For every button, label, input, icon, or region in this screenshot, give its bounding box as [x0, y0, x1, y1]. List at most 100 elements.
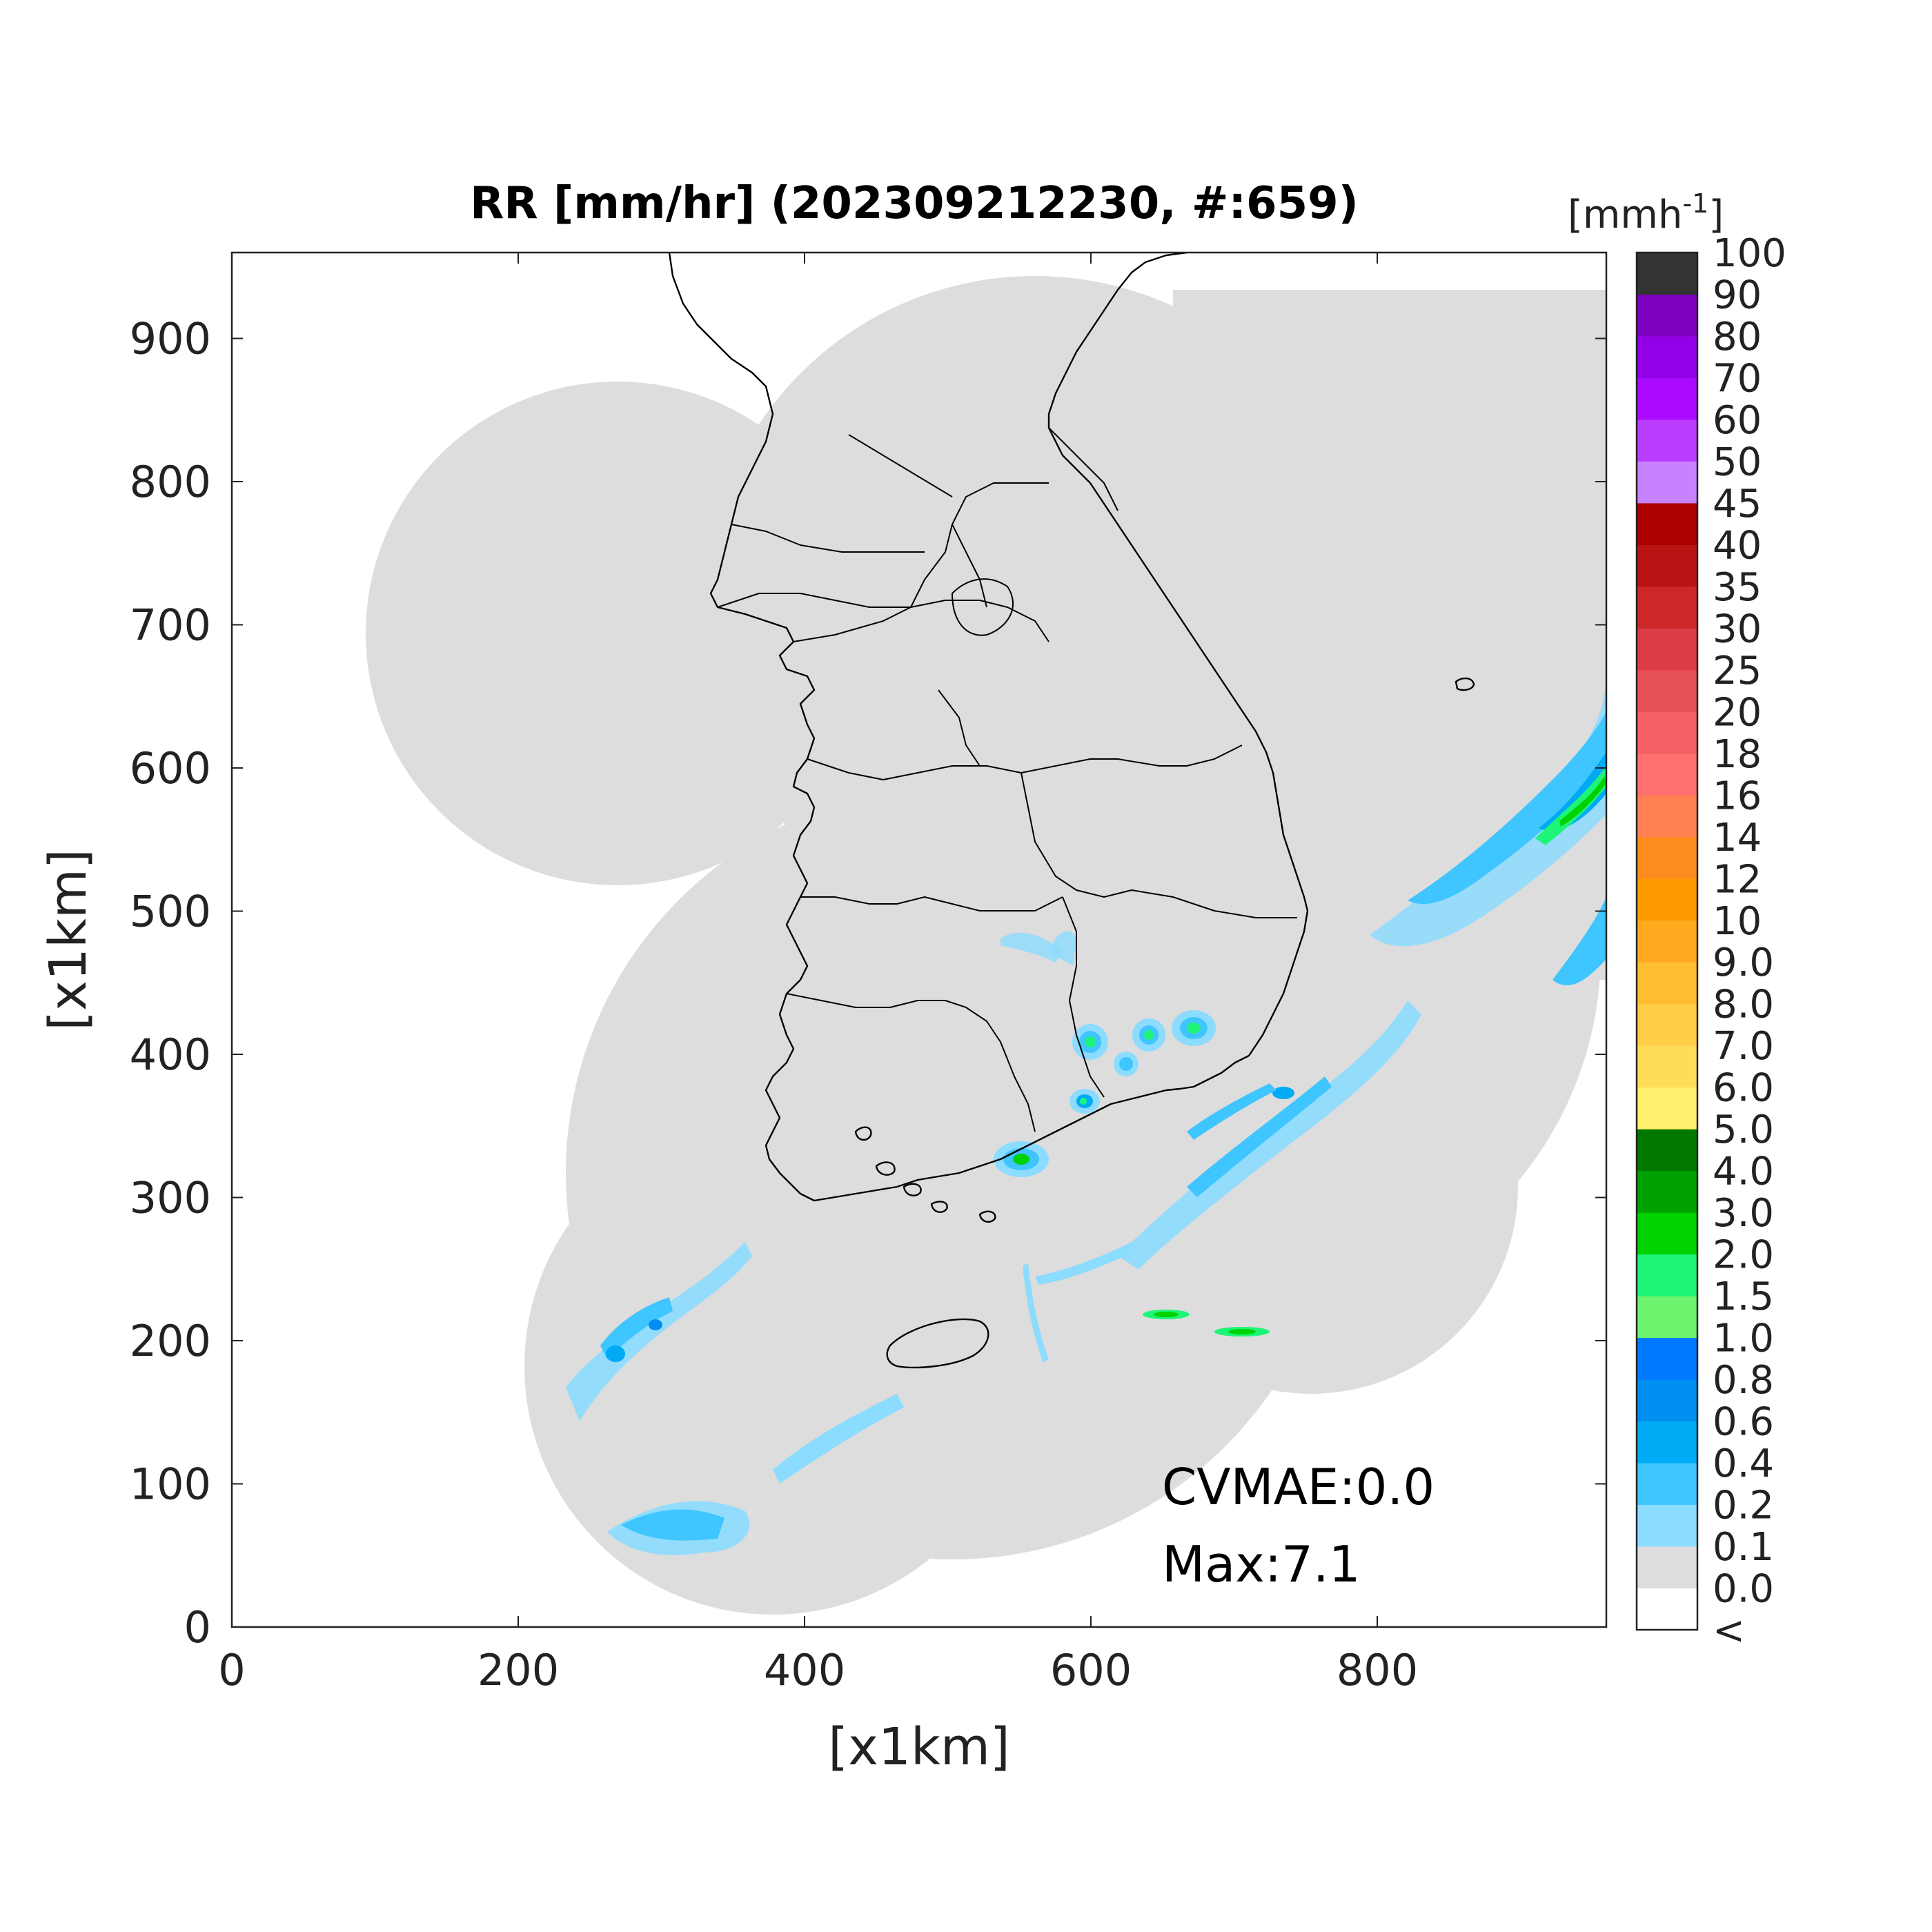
- colorbar-segment: [1637, 1379, 1697, 1422]
- colorbar-segment: [1637, 502, 1697, 545]
- colorbar-segment: [1637, 1003, 1697, 1046]
- colorbar-tick-label: 30: [1713, 607, 1762, 651]
- colorbar-tick-label: 1.0: [1713, 1317, 1774, 1361]
- precipitation-echoes: [566, 669, 1606, 1555]
- colorbar-tick-label: 0.2: [1713, 1483, 1774, 1528]
- y-tick-label: 100: [130, 1459, 211, 1510]
- colorbar-segment: [1637, 836, 1697, 879]
- y-tick-label: 900: [130, 314, 211, 364]
- colorbar-segment: [1637, 711, 1697, 754]
- figure-title: RR [mm/hr] (202309212230, #:659): [470, 178, 1359, 229]
- colorbar-tick-label: 3.0: [1713, 1191, 1774, 1236]
- colorbar-tick-label: 80: [1713, 315, 1762, 359]
- colorbar-segment: [1637, 1504, 1697, 1547]
- colorbar-segment: [1637, 1463, 1697, 1506]
- x-axis-label: [x1km]: [828, 1717, 1010, 1777]
- colorbar-segment: [1637, 253, 1697, 295]
- colorbar-segment: [1637, 1212, 1697, 1255]
- colorbar-tick-label: 0.0: [1713, 1567, 1774, 1612]
- colorbar-tick-label: 2.0: [1713, 1233, 1774, 1278]
- cvmae-annotation: CVMAE:0.0: [1162, 1458, 1435, 1516]
- radar-coverage: [366, 276, 1606, 1615]
- colorbar-tick-label: 40: [1713, 523, 1762, 568]
- colorbar-tick-label: 10: [1713, 899, 1762, 944]
- colorbar-segment: [1637, 586, 1697, 629]
- colorbar-tick-label: 70: [1713, 356, 1762, 401]
- colorbar-tick-label: 18: [1713, 732, 1762, 777]
- y-tick-label: 800: [130, 457, 211, 507]
- colorbar-unit-main: [mmh: [1568, 193, 1682, 237]
- southwest-islands: [854, 1126, 996, 1223]
- colorbar-segment: [1637, 1546, 1697, 1589]
- colorbar-segment: [1637, 461, 1697, 504]
- x-tick-label: 200: [477, 1645, 559, 1695]
- colorbar-tick-label: 7.0: [1713, 1024, 1774, 1069]
- colorbar-unit-close: ]: [1708, 193, 1724, 237]
- y-axis-label: [x1km]: [39, 849, 98, 1031]
- colorbar-segment: [1637, 753, 1697, 796]
- colorbar-tick-label: 12: [1713, 857, 1762, 902]
- colorbar-segment: [1637, 628, 1697, 671]
- colorbar-tick-label: 9.0: [1713, 940, 1774, 985]
- map-lines: [668, 253, 1475, 1369]
- province-borders: [717, 427, 1297, 1132]
- colorbar-tick-label: 4.0: [1713, 1150, 1774, 1194]
- colorbar-segment: [1637, 1337, 1697, 1380]
- axes-frame: [230, 251, 1608, 1628]
- colorbar-tick-label: 60: [1713, 398, 1762, 443]
- coastline-south: [786, 1054, 1250, 1202]
- colorbar-tick-label: 20: [1713, 690, 1762, 735]
- colorbar-segment-under: [1637, 1588, 1697, 1630]
- y-tick-label: 200: [130, 1316, 211, 1366]
- colorbar: 0.00.10.20.40.60.81.01.52.03.04.05.06.07…: [1635, 231, 1786, 1653]
- colorbar-tick-label: 1.5: [1713, 1274, 1774, 1319]
- colorbar-segment: [1637, 669, 1697, 712]
- x-tick-label: 600: [1050, 1645, 1132, 1695]
- colorbar-segment: [1637, 294, 1697, 337]
- y-tick-label: 700: [130, 600, 211, 651]
- colorbar-tick-label: 8.0: [1713, 983, 1774, 1027]
- colorbar-tick-label: 35: [1713, 565, 1762, 610]
- colorbar-tick-label: 100: [1713, 231, 1786, 276]
- x-axis-ticks: 0 200 400 600 800: [218, 253, 1418, 1695]
- echo-band-southwest: [566, 1242, 1132, 1555]
- y-tick-label: 500: [130, 887, 211, 937]
- colorbar-unit: [mmh-1]: [1568, 188, 1724, 237]
- colorbar-tick-label: 14: [1713, 816, 1762, 860]
- colorbar-tick-label: 5.0: [1713, 1107, 1774, 1152]
- jeju-island: [886, 1318, 989, 1369]
- colorbar-under-label: <: [1713, 1608, 1745, 1653]
- colorbar-segment: [1637, 878, 1697, 921]
- colorbar-segment: [1637, 920, 1697, 963]
- colorbar-frame: [1635, 251, 1699, 1631]
- colorbar-tick-label: 0.1: [1713, 1525, 1774, 1570]
- coastline-west: [668, 253, 816, 1181]
- colorbar-tick-label: 90: [1713, 273, 1762, 317]
- colorbar-segment: [1637, 1254, 1697, 1297]
- colorbar-tick-label: 25: [1713, 649, 1762, 693]
- y-axis-ticks: 0 100 200 300 400 500 600 700 800 900: [130, 314, 1606, 1653]
- echo-band-east-sea: [1370, 669, 1606, 986]
- x-tick-label: 800: [1337, 1645, 1418, 1695]
- colorbar-segment: [1637, 962, 1697, 1005]
- colorbar-segment: [1637, 795, 1697, 838]
- x-tick-label: 0: [218, 1645, 245, 1695]
- colorbar-segment: [1637, 1421, 1697, 1463]
- colorbar-tick-label: 0.8: [1713, 1358, 1774, 1403]
- echo-band-korea-strait: [1118, 1000, 1421, 1270]
- y-tick-label: 0: [184, 1602, 211, 1653]
- max-annotation: Max:7.1: [1162, 1535, 1361, 1593]
- colorbar-tick-label: 0.4: [1713, 1441, 1774, 1486]
- y-tick-label: 600: [130, 743, 211, 793]
- y-tick-label: 400: [130, 1029, 211, 1080]
- colorbar-segment: [1637, 1296, 1697, 1339]
- colorbar-segment: [1637, 544, 1697, 587]
- colorbar-segment: [1637, 419, 1697, 462]
- colorbar-segment: [1637, 335, 1697, 378]
- colorbar-tick-label: 45: [1713, 482, 1762, 526]
- ulleung-island: [1455, 677, 1475, 691]
- colorbar-tick-label: 0.6: [1713, 1400, 1774, 1445]
- x-tick-label: 400: [764, 1645, 845, 1695]
- colorbar-tick-label: 50: [1713, 440, 1762, 484]
